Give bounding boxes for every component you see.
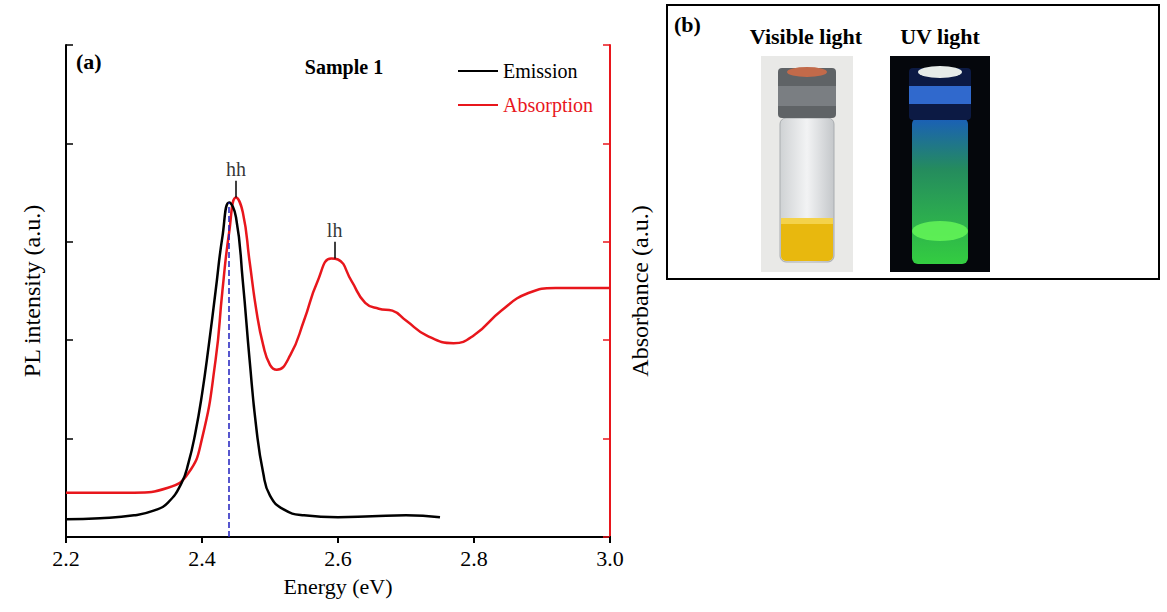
svg-text:lh: lh (327, 219, 343, 241)
svg-text:2.6: 2.6 (324, 546, 352, 571)
svg-text:PL intensity (a.u.): PL intensity (a.u.) (19, 205, 45, 377)
svg-text:hh: hh (226, 158, 246, 180)
svg-text:UV light: UV light (900, 24, 980, 49)
svg-text:2.4: 2.4 (188, 546, 216, 571)
svg-text:Absorption: Absorption (503, 94, 593, 117)
svg-text:(a): (a) (76, 49, 102, 74)
svg-text:Energy (eV): Energy (eV) (284, 574, 393, 599)
svg-text:3.0: 3.0 (596, 546, 624, 571)
svg-text:2.2: 2.2 (52, 546, 80, 571)
svg-text:Emission: Emission (503, 60, 577, 82)
svg-text:(b): (b) (674, 12, 701, 37)
svg-text:Visible light: Visible light (750, 24, 863, 49)
svg-text:Absorbance (a.u.): Absorbance (a.u.) (627, 205, 653, 376)
svg-text:Sample 1: Sample 1 (305, 56, 383, 79)
svg-text:2.8: 2.8 (460, 546, 488, 571)
